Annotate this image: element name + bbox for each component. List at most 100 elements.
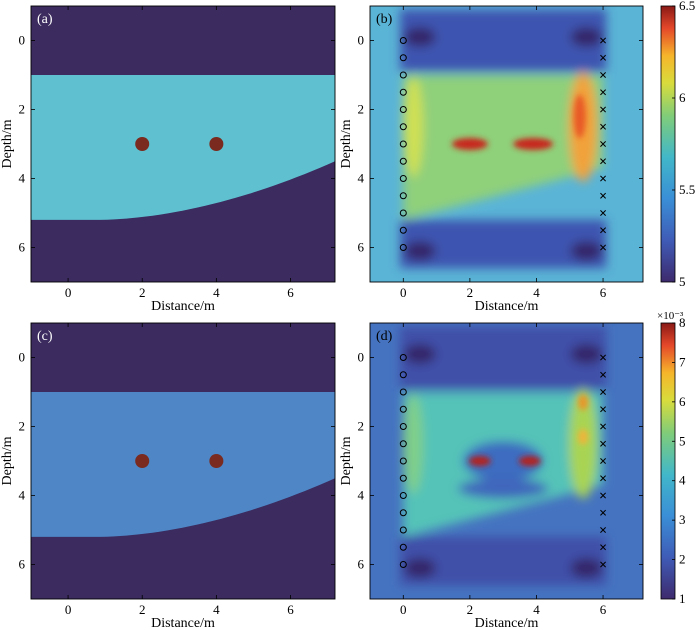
x-tick-label: 2: [139, 602, 146, 617]
y-tick-label: 4: [19, 171, 26, 186]
axes-frame: [369, 5, 644, 283]
plot-area: [31, 323, 335, 599]
x-tick-label: 6: [600, 285, 607, 300]
receiver-marker: [600, 371, 607, 378]
colorbar-tick-label: 5.5: [679, 182, 695, 197]
receiver-marker: [600, 475, 607, 482]
receiver-marker: [600, 492, 607, 499]
receiver-marker: [600, 561, 607, 568]
source-marker: [399, 405, 407, 413]
receiver-marker: [600, 544, 607, 551]
source-marker: [399, 423, 407, 430]
source-marker: [399, 226, 407, 234]
source-marker: [399, 123, 407, 131]
receiver-marker: [600, 106, 607, 113]
receiver-marker: [600, 210, 607, 216]
panel-label: (b): [376, 12, 393, 27]
target-1: [135, 137, 150, 151]
x-tick-label: 0: [400, 285, 407, 300]
x-tick-label: 6: [287, 602, 294, 617]
y-tick-label: 0: [19, 33, 26, 48]
panel-label: (a): [37, 12, 53, 27]
receiver-marker: [600, 406, 607, 413]
source-marker: [399, 388, 407, 396]
x-tick-label: 2: [467, 285, 474, 300]
colorbar-tick-label: 7: [679, 354, 686, 369]
receiver-marker: [600, 354, 607, 361]
x-axis-label: Distance/m: [151, 299, 215, 314]
source-marker: [399, 209, 407, 217]
hot-spots: [451, 94, 586, 150]
source-marker: [399, 561, 407, 568]
x-axis-label: Distance/m: [475, 616, 539, 630]
panel-a: 0 2 4 6 0 2 4 6 Distance/m Depth/m (a): [0, 5, 336, 314]
heatmap-field: [399, 9, 607, 269]
y-axis-label: Depth/m: [339, 119, 354, 168]
y-tick-label: 0: [358, 33, 365, 48]
y-tick-label: 2: [358, 419, 365, 434]
colorbar-tick-label: 6.5: [679, 0, 695, 13]
source-marker: [399, 140, 407, 148]
source-marker: [399, 192, 407, 200]
plot-area: [370, 323, 643, 599]
y-tick-label: 0: [358, 350, 365, 365]
y-axis-label: Depth/m: [339, 436, 354, 485]
target-2: [209, 137, 224, 151]
axes-frame: [30, 5, 336, 283]
receiver-marker: [600, 192, 607, 199]
source-marker: [399, 157, 407, 165]
panel-b: 5 5.5 6 6.5 0 2 4 6 0 2 4 6 Distance/m Depth/m (b): [339, 0, 695, 314]
source-marker: [399, 175, 407, 182]
receiver-marker: [600, 458, 607, 464]
x-tick-label: 2: [467, 602, 474, 617]
y-tick-label: 4: [358, 171, 365, 186]
receiver-marker: [600, 527, 607, 533]
colorbar-tick-label: 4: [679, 473, 686, 488]
source-marker: [399, 543, 407, 551]
y-tick-label: 6: [19, 557, 26, 572]
receiver-marker: [600, 509, 607, 516]
colorbar: [660, 5, 676, 283]
y-tick-label: 0: [19, 350, 26, 365]
source-marker: [399, 509, 407, 517]
colorbar: [660, 322, 676, 600]
layer-region: [31, 392, 335, 537]
axes-frame: [30, 322, 336, 600]
y-tick-label: 6: [19, 240, 26, 255]
receiver-marker: [600, 440, 607, 447]
panel-c: 0 2 4 6 0 2 4 6 Distance/m Depth/m (c): [0, 322, 336, 630]
source-marker: [399, 71, 407, 79]
panel-label: (c): [37, 329, 53, 344]
y-tick-label: 6: [358, 557, 365, 572]
receiver-marker: [600, 54, 607, 61]
target-1: [135, 454, 150, 468]
x-tick-label: 6: [600, 602, 607, 617]
receiver-marker: [600, 158, 607, 165]
x-tick-label: 4: [533, 285, 540, 300]
source-marker: [399, 88, 407, 96]
colorbar-tick-label: 6: [679, 394, 686, 409]
receiver-marker: [600, 389, 607, 395]
x-tick-label: 0: [65, 285, 72, 300]
source-marker: [399, 244, 407, 251]
source-marker: [399, 474, 407, 482]
x-tick-label: 4: [213, 602, 220, 617]
source-marker: [399, 492, 407, 499]
x-tick-label: 4: [533, 602, 540, 617]
axes-frame: [369, 322, 644, 600]
heatmap-field: [399, 326, 607, 586]
plot-area: [370, 6, 643, 282]
colorbar-tick-label: 3: [679, 512, 686, 527]
source-marker: [399, 354, 407, 361]
source-marker: [399, 371, 407, 379]
receiver-marker: [600, 244, 607, 251]
receiver-marker: [600, 227, 607, 234]
receiver-marker: [600, 89, 607, 96]
x-tick-label: 0: [400, 602, 407, 617]
source-marker: [399, 457, 407, 465]
receiver-marker: [600, 37, 607, 44]
y-axis-label: Depth/m: [0, 119, 15, 168]
panel-label: (d): [376, 329, 393, 344]
source-marker: [399, 440, 407, 448]
